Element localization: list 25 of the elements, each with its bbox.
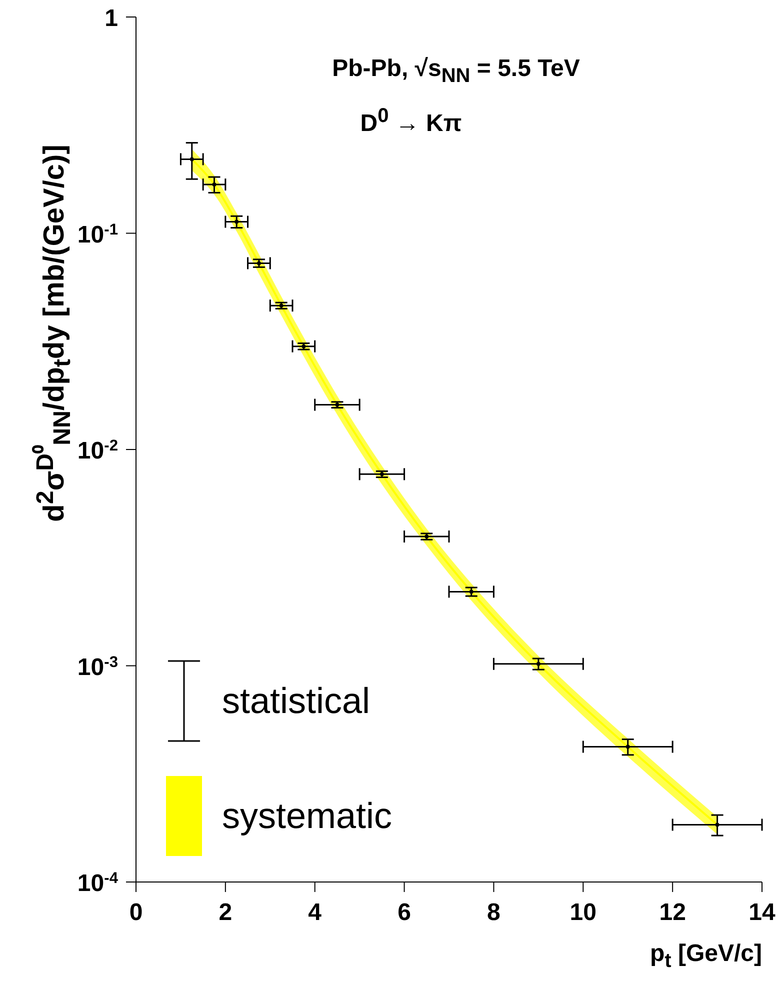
y-tick-label: 10$^{-1}$ [77, 220, 118, 248]
point [212, 182, 216, 187]
y-tick-label: 10$^{-2}$ [77, 437, 118, 464]
annotation: Pb-Pb, √s$_{NN}$ = 5.5 TeV [331, 54, 581, 89]
x-tick-label: 8 [487, 899, 500, 926]
x-tick-label: 2 [218, 899, 232, 926]
point [536, 662, 540, 666]
x-tick-label: 4 [308, 899, 322, 926]
x-axis-title: p$_{t}$ [GeV/c] [650, 940, 762, 973]
y-tick-label: 10$^{-4}$ [77, 870, 118, 897]
x-tick-label: 12 [659, 899, 686, 926]
y-tick-label: 1 [104, 5, 118, 32]
annotation: D$^{0}$ → Kπ [359, 104, 463, 139]
point [190, 157, 194, 162]
legend-label: systematic [222, 795, 392, 837]
x-tick-label: 0 [129, 899, 143, 926]
point [234, 220, 239, 224]
x-tick-label: 14 [748, 899, 776, 926]
point [715, 822, 720, 827]
point [626, 744, 630, 749]
point [469, 590, 474, 594]
x-tick-label: 6 [398, 899, 411, 926]
x-tick-label: 10 [570, 899, 596, 926]
y-tick-label: 10$^{-3}$ [77, 653, 118, 681]
legend-label: statistical [222, 680, 370, 722]
